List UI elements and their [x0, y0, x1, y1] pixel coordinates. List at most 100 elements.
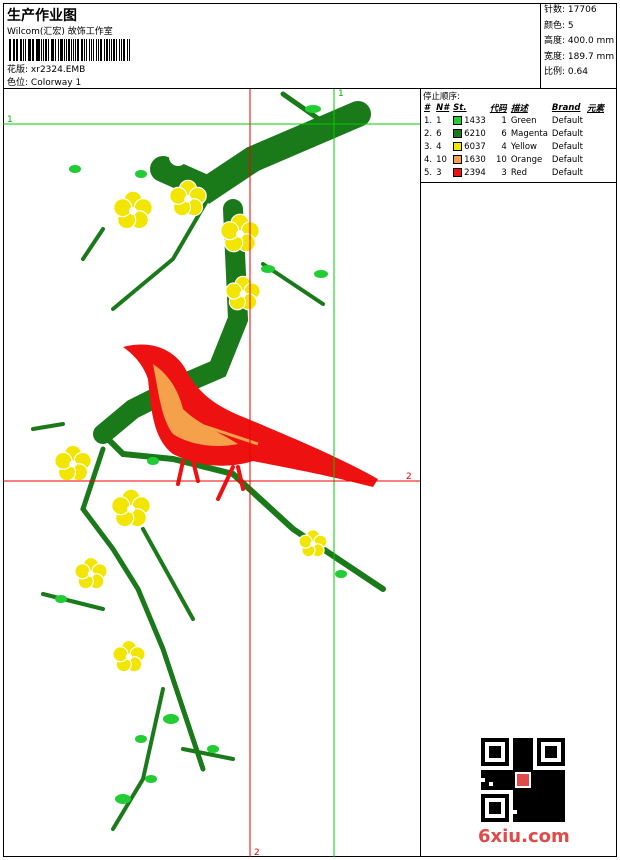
qr-module [545, 786, 549, 790]
qr-module [521, 758, 525, 762]
leaf [163, 714, 179, 724]
qr-module [537, 774, 541, 778]
barcode-bar [81, 39, 83, 61]
qr-module [553, 794, 557, 798]
cell-needle: 10 [436, 154, 447, 165]
qr-module [513, 766, 517, 770]
leaf [135, 170, 147, 178]
cell-description: Green [510, 115, 537, 126]
flower-center [310, 541, 316, 547]
qr-module [517, 738, 521, 742]
qr-module [489, 770, 493, 774]
flower-petal [74, 563, 91, 580]
barcode-bar [119, 39, 121, 61]
qr-module [545, 790, 549, 794]
leaf [69, 165, 81, 173]
qr-module [525, 798, 529, 802]
qr-module [513, 746, 517, 750]
qr-module [509, 774, 513, 778]
cell-description: Orange [510, 154, 543, 165]
cell-description: Red [510, 167, 527, 178]
qr-module [505, 786, 509, 790]
cell-brand: Default [551, 167, 583, 178]
color-swatch [453, 141, 463, 151]
qr-module [501, 774, 505, 778]
barcode-bar [68, 39, 70, 61]
qr-module [489, 802, 501, 814]
qr-module [493, 770, 497, 774]
qr-module [557, 818, 561, 822]
flower-center [129, 207, 137, 215]
qr-module [513, 806, 517, 810]
qr-module [541, 794, 545, 798]
barcode-bar [16, 39, 18, 61]
qr-module [549, 794, 553, 798]
qr-module [501, 782, 505, 786]
qr-module [549, 786, 553, 790]
qr-module [561, 782, 565, 786]
barcode-bar [52, 39, 54, 61]
main-branch-top [150, 101, 371, 204]
qr-module [481, 774, 485, 778]
qr-module [533, 798, 537, 802]
qr-module [553, 802, 557, 806]
design-file-row: 花版: xr2324.EMB [7, 62, 85, 75]
qr-module [541, 782, 545, 786]
qr-module [521, 798, 525, 802]
flower-petal [220, 221, 240, 241]
bird-wing-stripe [197, 422, 259, 446]
qr-module [505, 778, 509, 782]
qr-module [497, 778, 501, 782]
qr-module [541, 798, 545, 802]
qr-module [557, 802, 561, 806]
guide-label-v2: 2 [254, 848, 260, 857]
leaf-group [55, 105, 347, 804]
leaf [305, 105, 321, 113]
qr-module [537, 786, 541, 790]
stat-stitches: 针数: 17706 [544, 5, 597, 15]
col-needle: N# [436, 102, 450, 113]
qr-module [521, 794, 525, 798]
qr-module [549, 818, 553, 822]
qr-module [533, 782, 537, 786]
leaf [207, 745, 219, 753]
bird-body [123, 344, 378, 487]
flower-petal [169, 186, 188, 205]
qr-module [549, 806, 553, 810]
qr-module [521, 738, 525, 742]
leaf [145, 775, 157, 783]
table-row: 5. 3 2394 3 Red Default [422, 166, 606, 179]
flower-center [87, 570, 95, 578]
qr-module [537, 802, 541, 806]
qr-module [553, 786, 557, 790]
qr-module [525, 814, 529, 818]
barcode-bar [19, 39, 23, 61]
color-swatch [453, 167, 463, 177]
qr-module [521, 766, 525, 770]
barcode-bar [24, 39, 26, 61]
qr-module [517, 774, 529, 786]
qr-module [553, 778, 557, 782]
leaf [261, 265, 275, 273]
flower [298, 529, 328, 558]
qr-module [517, 806, 521, 810]
color-swatch [453, 115, 463, 125]
cell-brand: Default [551, 115, 583, 126]
qr-module [513, 750, 517, 754]
qr-module [517, 758, 521, 762]
qr-module [541, 778, 545, 782]
qr-module [545, 774, 549, 778]
barcode-bar [111, 39, 113, 61]
qr-module [513, 794, 517, 798]
cell-brand: Default [551, 154, 583, 165]
qr-module [521, 802, 525, 806]
cell-brand: Default [551, 141, 583, 152]
qr-module [537, 810, 541, 814]
qr-module [541, 770, 545, 774]
barcode-bar [96, 39, 98, 61]
barcode-bar [92, 39, 95, 61]
qr-module [517, 814, 521, 818]
qr-module [541, 774, 545, 778]
flower-center [239, 290, 247, 298]
qr-module [521, 806, 525, 810]
